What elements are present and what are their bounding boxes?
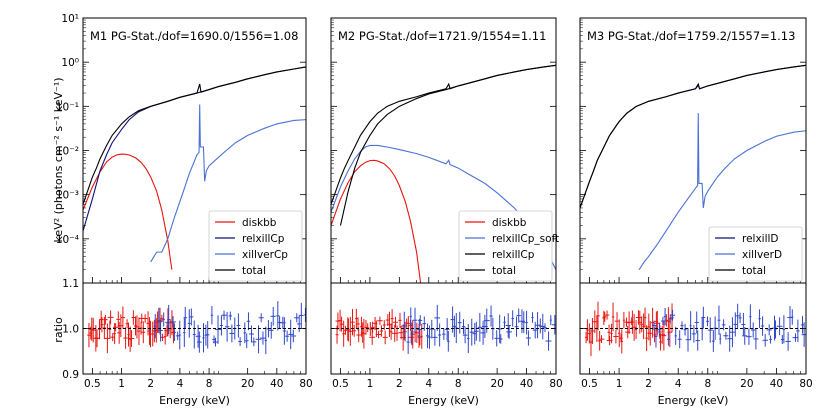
legend-label: total [242,265,266,277]
x-tick-label: 80 [299,378,312,390]
x-tick-label: 80 [549,378,562,390]
figure-panels: 10⁻⁴ 10⁻³ 10⁻² 10⁻¹ 10⁰ 10¹ M1 PG-Stat./dof=16… [56,13,813,407]
series-line-relxillCp [83,66,306,232]
x-tick-label: 1 [118,378,125,390]
x-tick-label: 20 [241,378,254,390]
x-tick-label: 4 [675,378,682,390]
ratio-y-tick-label: 0.9 [62,369,79,381]
legend: relxillD xillverD total [708,226,803,282]
x-tick-label: 0.5 [581,378,598,390]
legend-label: xillverD [742,249,782,261]
spectrum-curves [331,64,556,283]
y-tick-label: 10⁻³ [56,190,79,202]
spectrum-curves [83,66,306,270]
x-tick-label: 8 [455,378,462,390]
series-line-total [331,64,556,205]
panel-3: M3 PG-Stat./dof=1759.2/1557=1.13 relxillD… [579,17,813,407]
x-tick-label: 1 [367,378,374,390]
legend: diskbb relxillCp xillverCp total [208,210,303,282]
x-tick-label: 2 [396,378,403,390]
x-tick-label: 4 [425,378,432,390]
legend-box [708,226,803,282]
legend-label: diskbb [492,217,527,229]
panel-title: M1 PG-Stat./dof=1690.0/1556=1.08 [90,29,298,43]
y-tick-label: 10⁻¹ [56,101,79,113]
ratio-points [335,304,556,354]
panel-2: M2 PG-Stat./dof=1721.9/1554=1.11 diskbb re… [330,17,563,407]
ratio-points [87,301,306,355]
series-line-xillverCp [150,104,306,263]
ratio-y-tick-label: 1.0 [62,324,79,336]
legend-box [458,210,553,282]
panel-1: 10⁻⁴ 10⁻³ 10⁻² 10⁻¹ 10⁰ 10¹ M1 PG-Stat./dof=16… [56,13,313,407]
x-tick-label: 40 [520,378,533,390]
legend: diskbb relxillCp_soft relxillCp total [458,210,559,282]
x-tick-label: 4 [177,378,184,390]
x-tick-label: 20 [490,378,503,390]
x-tick-label: 2 [147,378,154,390]
y-tick-label: 10⁰ [61,57,79,69]
x-tick-label: 8 [206,378,213,390]
x-tick-label: 40 [770,378,783,390]
x-tick-label: 20 [740,378,753,390]
y-tick-label: 10⁻² [56,146,79,158]
legend-box [208,210,303,282]
legend-label: relxillCp [242,233,285,245]
legend-label: total [742,265,766,277]
legend-label: relxillCp_soft [492,233,559,245]
x-axis-label: Energy (keV) [658,394,729,407]
series-line-relxillCp_soft [331,144,556,270]
x-tick-label: 0.5 [332,378,349,390]
x-tick-label: 1 [616,378,623,390]
x-tick-label: 80 [799,378,812,390]
y-tick-label: 10⁻⁴ [56,234,79,246]
legend-label: diskbb [242,217,277,229]
x-axis-label: Energy (keV) [408,394,479,407]
legend-label: xillverCp [242,249,288,261]
panel-title: M2 PG-Stat./dof=1721.9/1554=1.11 [338,29,546,43]
legend-label: relxillCp [492,249,535,261]
x-axis-label: Energy (keV) [159,394,230,407]
ratio-points [585,301,806,357]
x-tick-label: 40 [270,378,283,390]
legend-label: total [492,265,516,277]
ratio-y-tick-label: 1.1 [62,278,79,290]
series-line-xillverD [638,113,806,270]
x-tick-label: 2 [645,378,652,390]
panel-title: M3 PG-Stat./dof=1759.2/1557=1.13 [587,29,795,43]
y-axis-label-spectrum: keV² (photons cm⁻² s⁻¹ keV⁻¹) [52,77,65,242]
x-tick-label: 8 [704,378,711,390]
x-tick-label: 0.5 [84,378,101,390]
series-line-diskbb [83,153,173,270]
series-line-total [580,64,806,209]
spectrum-curves [580,64,806,270]
y-tick-label: 10¹ [61,13,79,25]
series-line-relxillD [580,64,806,209]
legend-label: relxillD [742,233,779,245]
series-line-total [83,66,306,205]
y-axis-label-ratio: ratio [52,317,65,343]
